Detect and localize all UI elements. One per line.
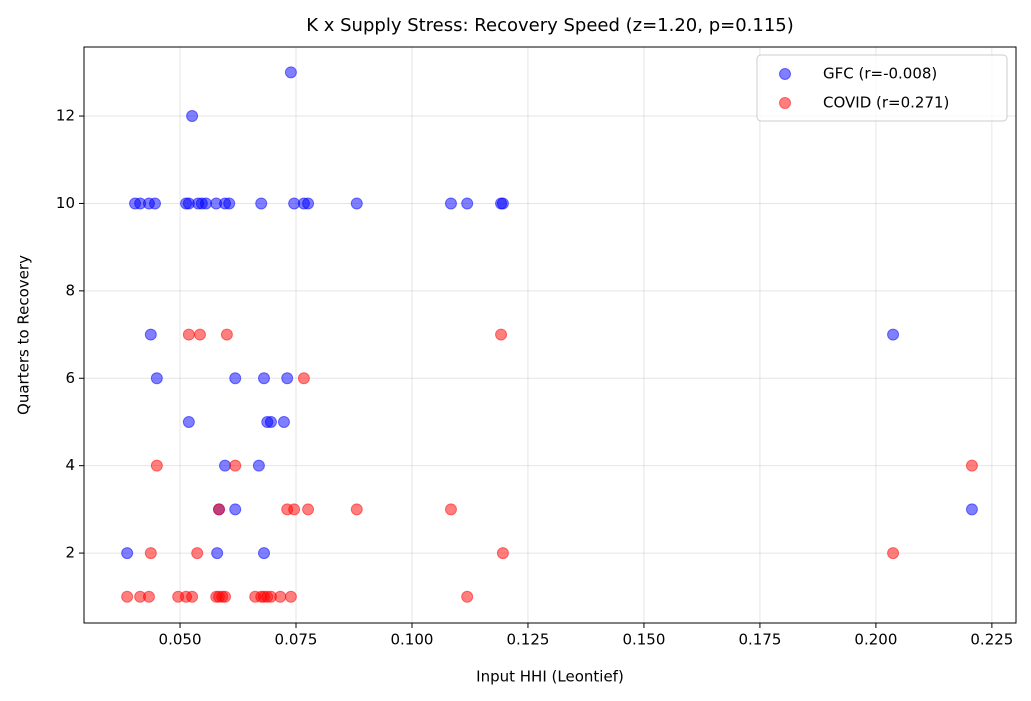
plot-frame [83, 46, 1017, 624]
scatter-point [150, 459, 163, 472]
y-axis-label: Quarters to Recovery [15, 255, 33, 415]
scatter-point [182, 328, 195, 341]
scatter-point [121, 590, 134, 603]
x-tick-label: 0.150 [622, 631, 665, 649]
x-tick-label: 0.050 [159, 631, 202, 649]
scatter-point [496, 547, 509, 560]
scatter-point [281, 372, 294, 385]
legend-label: COVID (r=0.271) [823, 94, 949, 112]
y-tick-label: 4 [65, 456, 75, 474]
scatter-point [495, 328, 508, 341]
scatter-point [186, 590, 199, 603]
legend-marker [779, 97, 791, 109]
scatter-point [255, 197, 268, 210]
scatter-point [148, 197, 161, 210]
y-tick-label: 8 [65, 281, 75, 299]
x-tick-label: 0.125 [506, 631, 549, 649]
scatter-point [211, 547, 224, 560]
scatter-point [144, 547, 157, 560]
legend-marker [779, 68, 791, 80]
x-tick-label: 0.075 [275, 631, 318, 649]
scatter-point [350, 197, 363, 210]
scatter-point [223, 197, 236, 210]
scatter-point [277, 415, 290, 428]
x-axis-label: Input HHI (Leontief) [476, 668, 624, 686]
scatter-point [264, 415, 277, 428]
scatter-point [200, 197, 213, 210]
scatter-point [252, 459, 265, 472]
scatter-point [297, 372, 310, 385]
scatter-point [887, 328, 900, 341]
scatter-point [887, 547, 900, 560]
scatter-point [302, 197, 315, 210]
scatter-point [274, 590, 287, 603]
x-tick-label: 0.225 [970, 631, 1013, 649]
scatter-point [191, 547, 204, 560]
scatter-point [186, 110, 199, 123]
x-tick-label: 0.200 [854, 631, 897, 649]
scatter-point [461, 197, 474, 210]
scatter-point [144, 328, 157, 341]
y-tick-label: 2 [65, 544, 75, 562]
scatter-point [229, 372, 242, 385]
chart-title: K x Supply Stress: Recovery Speed (z=1.2… [306, 15, 794, 36]
legend: GFC (r=-0.008) COVID (r=0.271) [756, 54, 1008, 122]
scatter-point [212, 503, 225, 516]
scatter-point [302, 503, 315, 516]
y-tick-label: 10 [56, 194, 75, 212]
scatter-point [142, 590, 155, 603]
scatter-point [284, 66, 297, 79]
scatter-point [257, 372, 270, 385]
scatter-point [219, 459, 232, 472]
y-tick-label: 6 [65, 369, 75, 387]
scatter-point [121, 547, 134, 560]
scatter-point [965, 459, 978, 472]
scatter-point [219, 590, 232, 603]
scatter-point [288, 503, 301, 516]
scatter-point [193, 328, 206, 341]
scatter-point [444, 197, 457, 210]
y-tick-label: 12 [56, 107, 75, 125]
scatter-point [444, 503, 457, 516]
scatter-point [284, 590, 297, 603]
scatter-point [220, 328, 233, 341]
scatter-point [229, 503, 242, 516]
scatter-point [182, 415, 195, 428]
scatter-point [257, 547, 270, 560]
scatter-point [461, 590, 474, 603]
legend-box [756, 54, 1008, 122]
scatter-point [229, 459, 242, 472]
x-tick-label: 0.175 [738, 631, 781, 649]
scatter-point [350, 503, 363, 516]
x-tick-label: 0.100 [391, 631, 434, 649]
legend-label: GFC (r=-0.008) [823, 65, 937, 83]
scatter-point [496, 197, 509, 210]
scatter-point [965, 503, 978, 516]
scatter-point [150, 372, 163, 385]
